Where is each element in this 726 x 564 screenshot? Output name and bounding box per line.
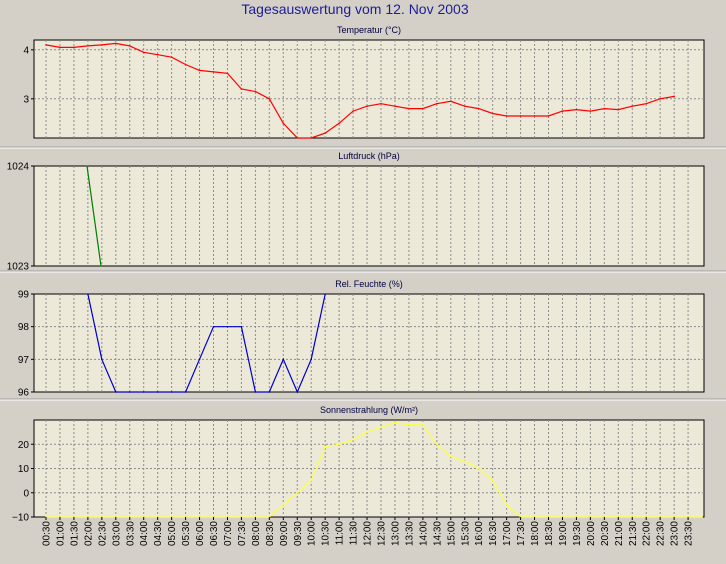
x-tick-label: 08:30 [265, 521, 276, 546]
x-tick-label: 21:00 [614, 521, 625, 546]
y-tick-label: 97 [18, 355, 30, 366]
x-tick-label: 06:30 [209, 521, 220, 546]
x-tick-label: 07:00 [223, 521, 234, 546]
x-tick-label: 13:00 [390, 521, 401, 546]
x-tick-label: 14:00 [418, 521, 429, 546]
x-tick-label: 23:30 [684, 521, 695, 546]
plot-area [33, 419, 705, 518]
x-tick-label: 19:30 [572, 521, 583, 546]
x-tick-label: 21:30 [628, 521, 639, 546]
y-tick-label: 1024 [7, 162, 30, 173]
y-tick-label: 99 [18, 290, 30, 301]
x-tick-label: 03:00 [111, 521, 122, 546]
x-tick-label: 02:00 [83, 521, 94, 546]
x-tick-label: 01:30 [69, 521, 80, 546]
x-tick-label: 11:00 [335, 521, 346, 546]
x-tick-label: 11:30 [349, 521, 360, 546]
x-tick-label: 20:30 [600, 521, 611, 546]
plot-area [33, 293, 705, 393]
y-tick-label: 98 [18, 322, 30, 333]
chart-title: Tagesauswertung vom 12. Nov 2003 [241, 1, 468, 17]
y-tick-label: 10 [18, 464, 30, 475]
y-tick-label: 1023 [7, 262, 30, 273]
x-tick-label: 22:30 [656, 521, 667, 546]
x-tick-label: 03:30 [125, 521, 136, 546]
x-tick-label: 12:00 [363, 521, 374, 546]
x-tick-label: 16:00 [474, 521, 485, 546]
x-tick-label: 17:00 [502, 521, 513, 546]
x-tick-label: 23:00 [670, 521, 681, 546]
panel-title: Rel. Feuchte (%) [335, 279, 403, 289]
panel-title: Luftdruck (hPa) [338, 151, 400, 161]
plot-area [33, 39, 705, 139]
x-tick-label: 18:00 [530, 521, 541, 546]
series-line [87, 293, 326, 394]
x-tick-label: 10:00 [307, 521, 318, 546]
x-tick-label: 16:30 [488, 521, 499, 546]
series-line [45, 42, 675, 139]
x-tick-label: 00:30 [42, 521, 53, 546]
y-tick-label: 20 [18, 440, 30, 451]
x-tick-label: 01:00 [55, 521, 66, 546]
series-line [86, 165, 102, 267]
panel-title: Sonnenstrahlung (W/m²) [320, 405, 418, 415]
x-tick-label: 09:30 [293, 521, 304, 546]
panel-title: Temperatur (°C) [337, 25, 401, 35]
x-tick-label: 13:30 [404, 521, 415, 546]
x-tick-label: 04:30 [153, 521, 164, 546]
x-tick-label: 18:30 [544, 521, 555, 546]
x-tick-label: 20:00 [586, 521, 597, 546]
y-tick-label: −10 [12, 513, 29, 524]
y-tick-label: 96 [18, 388, 30, 399]
x-tick-label: 22:00 [642, 521, 653, 546]
x-tick-label: 05:00 [167, 521, 178, 546]
y-tick-label: 0 [23, 488, 29, 499]
series-line [46, 421, 702, 518]
x-tick-label: 09:00 [279, 521, 290, 546]
x-tick-label: 07:30 [237, 521, 248, 546]
plot-area [33, 165, 705, 267]
x-tick-label: 12:30 [377, 521, 388, 546]
x-tick-label: 15:00 [446, 521, 457, 546]
x-tick-label: 06:00 [195, 521, 206, 546]
y-tick-label: 3 [23, 94, 29, 105]
x-tick-label: 19:00 [558, 521, 569, 546]
x-tick-label: 08:00 [251, 521, 262, 546]
x-tick-label: 04:00 [139, 521, 150, 546]
x-tick-label: 10:30 [321, 521, 332, 546]
x-tick-label: 02:30 [97, 521, 108, 546]
x-tick-label: 17:30 [516, 521, 527, 546]
x-tick-label: 15:30 [460, 521, 471, 546]
x-tick-label: 05:30 [181, 521, 192, 546]
x-tick-label: 14:30 [432, 521, 443, 546]
y-tick-label: 4 [23, 45, 29, 56]
